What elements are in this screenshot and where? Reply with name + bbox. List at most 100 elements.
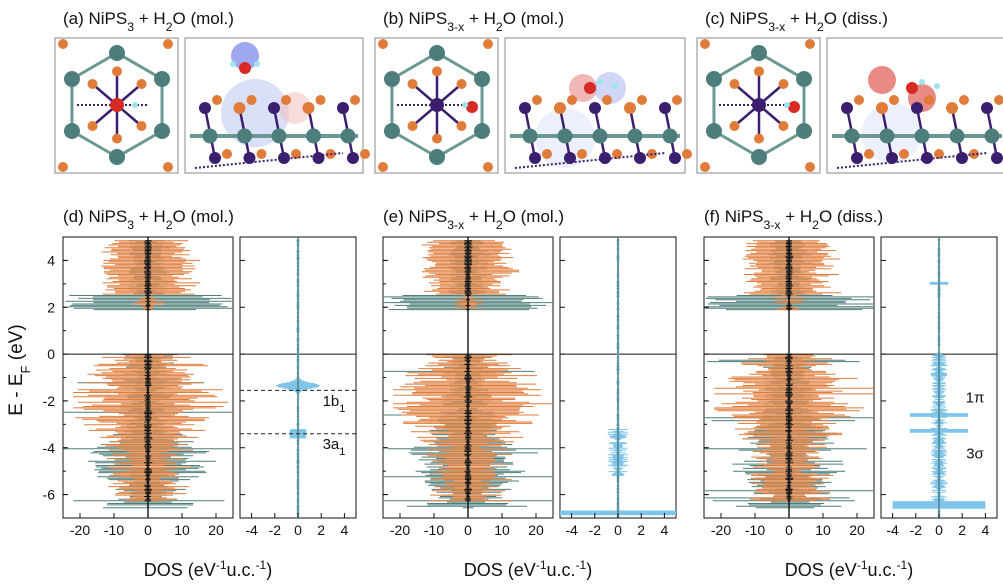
sulfur-atom [222,149,232,159]
water-hydrogen [934,83,940,89]
sulfur-atom [889,95,899,105]
sulfur-atom [994,95,1003,105]
charge-density-blob [231,42,259,70]
phosphorus-atom [956,152,968,164]
sulfur-atom [899,149,909,159]
x-tick-label: -2 [910,522,923,538]
sulfur-atom [700,39,710,49]
sulfur-atom [112,66,122,77]
sulfur-atom [407,121,418,131]
orbital-annotation: 1b1 [323,393,346,415]
layer-atom [554,102,566,114]
top-panel-title-c: (c) NiPS3-x + H2O (diss.) [705,9,888,34]
y-axis-label: E - EF (eV) [6,324,33,415]
sulfur-atom [864,149,874,159]
nickel-atom [109,45,125,61]
center-atom [110,98,124,112]
phosphorus-atom [886,152,898,164]
hydrogen-atom [784,102,790,108]
sulfur-atom [577,149,587,159]
y-tick-label: -2 [43,393,56,409]
phosphorus-atom [312,152,325,164]
nickel-atom [154,123,171,139]
orbital-annotation: 3a1 [323,436,346,458]
x-tick-label: 0 [144,522,152,538]
dos-panel-title-e: (e) NiPS3-x + H2O (mol.) [383,207,564,232]
layer-atom [876,102,888,114]
phosphorus-atom [851,152,863,164]
sulfur-atom [291,149,301,159]
nickel-atom [592,128,608,144]
sulfur-atom [256,149,267,159]
x-tick-label: 0 [464,522,472,538]
sulfur-atom [456,79,467,89]
x-tick-label: 2 [637,522,645,538]
x-tick-label: 20 [528,522,544,538]
nickel-atom [557,128,573,144]
sulfur-atom [58,39,68,49]
x-tick-label: 4 [341,522,349,538]
sulfur-atom [542,149,552,159]
phosphorus-atom [921,152,933,164]
dashed-bond [836,152,988,169]
nickel-atom [984,128,1000,144]
layer-atom [589,102,601,114]
nickel-atom [63,123,80,139]
dashed-bond [194,152,344,169]
phosphorus-atom [209,152,221,164]
hydrogen-atom [132,102,138,108]
sulfur-atom [315,95,326,105]
nickel-atom [474,123,491,139]
x-tick-label: 20 [849,522,865,538]
sulfur-atom [934,149,944,159]
phosphorus-atom [243,152,256,164]
nickel-atom [796,123,813,139]
x-tick-label: 4 [982,522,990,538]
x-tick-label: -4 [565,522,578,538]
dashed-bond [514,152,666,169]
oxygen-atom [466,101,478,113]
sulfur-atom [700,162,710,172]
sulfur-atom [483,39,493,49]
sulfur-atom [729,79,740,89]
layer-atom [268,102,280,114]
sulfur-atom [378,39,388,49]
hydrogen-atom [462,102,468,108]
x-tick-label: 0 [785,522,793,538]
nickel-atom [474,71,491,87]
x-tick-label: -4 [245,522,258,538]
layer-atom [624,102,636,114]
top-panel-title-b: (b) NiPS3-x + H2O (mol.) [383,9,564,34]
sulfur-atom [360,149,370,159]
x-tick-label: -10 [424,522,444,538]
nickel-atom [522,128,538,144]
sulfur-atom [754,66,764,77]
layer-atom [946,102,958,114]
layer-atom [841,102,853,114]
sulfur-atom [136,121,147,131]
oxygen-atom [788,101,800,113]
nickel-atom [154,71,171,87]
layer-atom [233,102,246,114]
center-atom [430,98,444,112]
x-tick-label: 10 [494,522,510,538]
sulfur-atom [729,121,740,131]
nickel-atom [705,71,722,87]
x-tick-label: 0 [935,522,943,538]
phosphorus-atom [634,152,646,164]
sulfur-atom [212,95,222,105]
x-axis-label: DOS (eV-1u.c.-1) [785,558,913,580]
x-tick-label: -10 [745,522,765,538]
sulfur-atom [350,95,360,105]
dos-panel-title-f: (f) NiPS3-x + H2O (diss.) [704,207,883,232]
sulfur-atom [281,95,291,105]
x-axis-label: DOS (eV-1u.c.-1) [464,558,592,580]
nickel-atom [751,45,767,61]
nickel-atom [383,71,400,87]
nickel-atom [306,128,321,144]
nickel-atom [914,128,930,144]
sulfur-atom [567,95,577,105]
water-oxygen [584,82,596,94]
sulfur-atom [407,79,418,89]
